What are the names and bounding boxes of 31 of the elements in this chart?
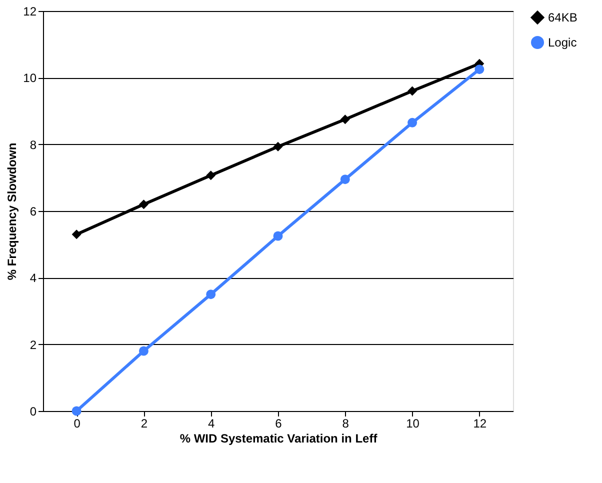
y-tick-label: 4 [30, 271, 37, 286]
y-tick-label: 12 [23, 4, 37, 18]
x-tick-label: 0 [74, 416, 81, 430]
point [138, 346, 148, 356]
point [72, 230, 82, 240]
point [72, 406, 82, 416]
point [206, 170, 216, 180]
legend-label: Logic [548, 36, 577, 50]
x-tick-label: 4 [208, 416, 216, 430]
point [408, 118, 418, 128]
legend-label: 64KB [548, 10, 578, 24]
y-tick-label: 2 [30, 338, 37, 352]
x-axis-title: % WID Systematic Variation in Leff [180, 432, 378, 446]
point [206, 290, 216, 300]
y-tick-label: 0 [30, 404, 37, 418]
point [273, 231, 283, 241]
y-axis-title: % Frequency Slowdown [5, 142, 20, 280]
point [408, 86, 418, 96]
y-tick-label: 6 [30, 204, 37, 218]
point [340, 174, 350, 184]
x-tick-label: 12 [473, 416, 487, 430]
x-tick-label: 10 [406, 416, 420, 430]
x-tick-label: 8 [342, 416, 350, 430]
y-tick-label: 8 [30, 138, 37, 152]
point [273, 142, 283, 152]
y-tick-label: 10 [23, 71, 37, 86]
point [474, 64, 484, 74]
point [138, 200, 148, 210]
x-tick-label: 2 [140, 416, 148, 430]
x-tick-label: 6 [275, 416, 282, 430]
point [340, 114, 350, 124]
